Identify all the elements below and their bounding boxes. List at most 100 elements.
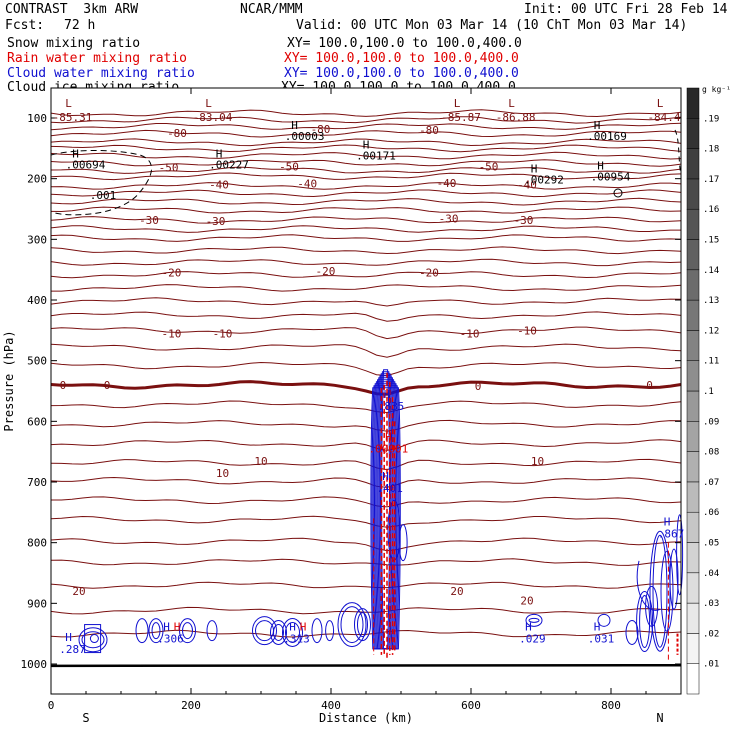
model-title: CONTRAST 3km ARW [5,2,139,17]
cloud-water-high-value: .835 [378,400,405,413]
snow-high-value: .00169 [587,130,627,143]
field-snow-xy: XY= 100.0,100.0 to 100.0,400.0 [287,36,522,51]
colorbar-bin [686,481,700,513]
temperature-contour [50,246,682,255]
temperature-contour-label: -40 [297,178,317,191]
cloud-water-high-marker: H [289,621,296,634]
temperature-contour [50,606,682,615]
temperature-contour-label: 20 [450,585,463,598]
temperature-contour [50,216,682,224]
temperature-contour [50,297,682,307]
temperature-contour [50,271,682,279]
cloud-water-contour [340,606,364,644]
colorbar-label: .19 [703,114,719,124]
colorbar-label: .17 [703,175,719,185]
cloud-water-contour [639,595,651,649]
temperature-contour [50,458,682,471]
cloud-water-high-value: .031 [588,633,615,646]
cloud-water-contour [652,534,668,648]
snow-high-value: .00003 [285,130,325,143]
forecast-label: Fcst: [5,18,45,33]
colorbar-label: .04 [703,569,719,579]
temperature-contour [51,496,682,508]
snow-high-marker: H [291,119,298,132]
y-tick-label: 1000 [21,658,48,671]
rain-high-marker: H [385,431,392,444]
cloud-water-high-value: .401 [376,482,403,495]
colorbar-label: .02 [703,629,719,639]
colorbar-label: .12 [703,326,719,336]
temperature-contour [50,116,682,124]
snow-contour [50,150,152,216]
north-label: N [656,711,663,725]
x-axis-label: Distance (km) [319,711,413,725]
cloud-water-contour [354,608,371,642]
init-time: Init: 00 UTC Fri 28 Feb 14 [524,2,728,17]
colorbar-label: .11 [703,357,719,367]
cloud-water-contour [84,624,102,654]
temperature-contour-label: -50 [279,161,299,174]
cloud-water-contour [151,622,161,640]
colorbar-label: .03 [703,599,719,609]
temperature-contour-label: -40 [517,179,537,192]
temperature-contour [50,419,682,432]
cloud-water-contour [252,616,277,646]
temperature-contour-label: 0 [104,379,111,392]
temperature-contour [50,144,682,153]
temperature-contour-label: -10 [161,327,181,340]
temperature-low-value: -83.04 [193,111,233,124]
cloud-water-contour [78,627,108,653]
colorbar-label: .01 [703,660,719,670]
colorbar-bin [686,330,700,361]
x-tick-label: 400 [321,699,341,712]
temperature-contour [50,629,682,638]
temperature-contour-label: 0 [475,380,482,393]
cloud-water-contour [357,612,368,638]
temperature-low-value: -86.88 [496,111,536,124]
colorbar-bin [686,269,700,301]
colorbar-bin [686,451,700,483]
cloud-water-high-value: .306 [157,633,184,646]
snow-high-marker: H [597,160,604,173]
field-rain-name: Rain water mixing ratio [7,51,188,66]
temperature-contour [50,258,682,267]
temperature-contour [50,234,682,242]
temperature-low-marker: L [65,97,72,110]
colorbar-bin [686,208,700,240]
cloud-water-high-marker: H [525,621,532,634]
temperature-contour [50,537,682,552]
temperature-contour-label: -80 [419,124,439,137]
temperature-contour-label: 20 [72,585,85,598]
colorbar-bin [686,542,700,574]
cloud-water-contour [636,560,661,611]
rain-high-marker: H [174,621,181,634]
temperature-low-marker: L [205,97,212,110]
temperature-contour-label: -50 [479,161,499,174]
temperature-contour [50,182,682,190]
temperature-contour-label: -30 [206,215,226,228]
cloud-water-contour [206,620,218,642]
temperature-contour [50,515,682,528]
cloud-water-contour [625,619,639,645]
temperature-contour [50,400,682,414]
temperature-low-value: -85.31 [53,111,93,124]
temperature-contour-label: -20 [315,265,335,278]
valid-time: Valid: 00 UTC Mon 03 Mar 14 (10 ChT Mon … [296,18,688,33]
colorbar-label: .08 [703,448,719,458]
temperature-contour-label: -20 [419,267,439,280]
y-tick-label: 700 [27,476,47,489]
temperature-contour-label: -20 [161,267,181,280]
temperature-contour-label: -10 [517,324,537,337]
cloud-water-contour [398,524,408,562]
snow-high-marker: H [216,148,223,161]
temperature-low-marker: L [508,97,515,110]
y-tick-label: 600 [27,415,47,428]
temperature-contour-label: -30 [139,214,159,227]
colorbar-bin [686,299,700,331]
field-rain-xy: XY= 100.0,100.0 to 100.0,400.0 [284,51,519,66]
cloud-water-high-value: .313 [283,633,310,646]
y-tick-label: 400 [27,294,47,307]
x-tick-label: 600 [461,699,481,712]
y-tick-label: 900 [27,597,47,610]
